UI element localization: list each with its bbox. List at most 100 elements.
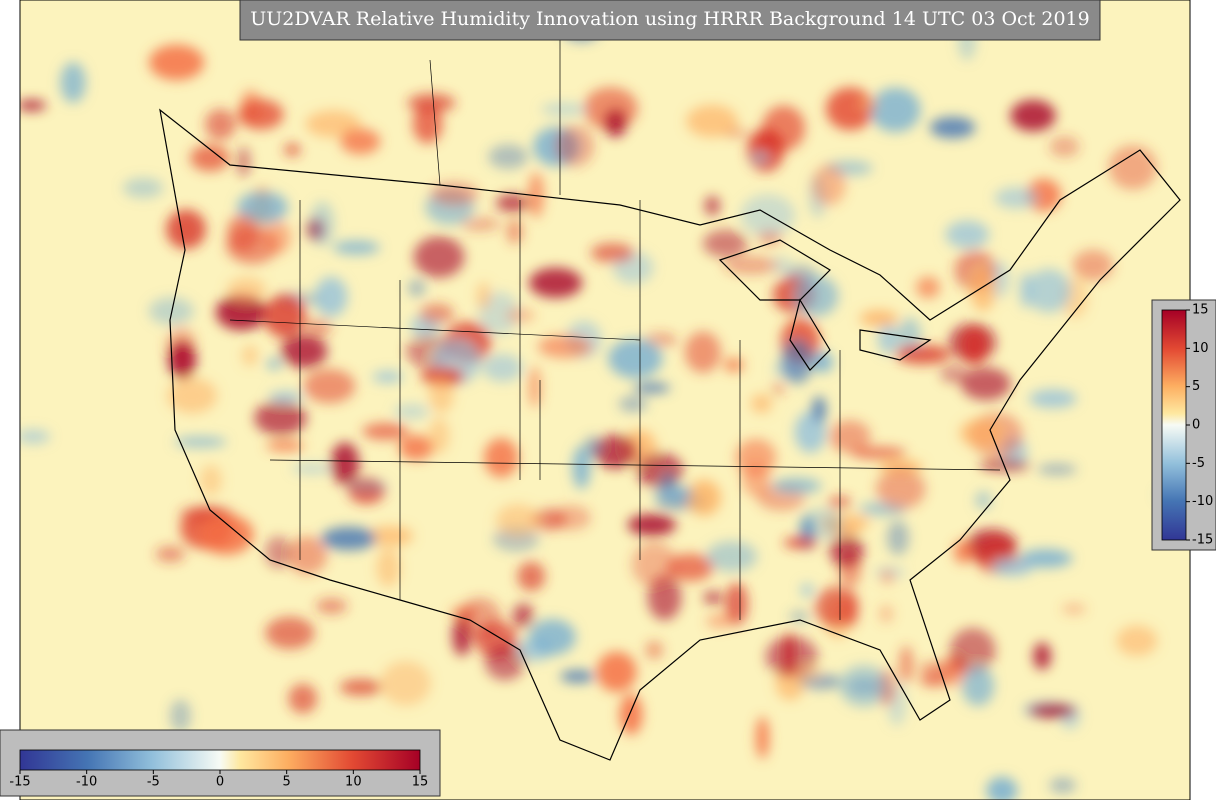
field-blob xyxy=(879,604,894,624)
field-blob xyxy=(495,504,540,537)
field-blob xyxy=(735,438,777,477)
field-blob xyxy=(1028,703,1077,718)
field-blob xyxy=(204,108,236,141)
field-blob xyxy=(792,664,823,683)
great-lakes xyxy=(718,239,932,371)
field-blob xyxy=(572,446,591,490)
field-blob xyxy=(288,683,318,714)
field-blob xyxy=(596,651,637,693)
field-blob xyxy=(781,338,814,384)
field-blob xyxy=(303,368,356,404)
field-blob xyxy=(1108,145,1157,190)
field-blob xyxy=(122,177,164,199)
field-blob xyxy=(173,436,227,448)
field-blob xyxy=(654,486,693,500)
field-blob xyxy=(1049,777,1077,794)
field-blob xyxy=(828,420,871,454)
field-blob xyxy=(398,435,434,461)
field-blob xyxy=(916,276,941,299)
field-blob xyxy=(537,334,593,359)
tick-label: 15 xyxy=(1192,303,1209,318)
field-blob xyxy=(1116,625,1158,657)
field-blob xyxy=(770,256,793,274)
field-blob xyxy=(825,87,875,131)
field-blob xyxy=(287,536,328,575)
field-blob xyxy=(583,436,602,458)
field-blob xyxy=(227,277,267,303)
field-blob xyxy=(190,144,230,172)
field-blob xyxy=(555,125,595,167)
field-blob xyxy=(20,429,51,444)
field-blob xyxy=(794,275,839,317)
field-blob xyxy=(264,535,292,569)
field-blob xyxy=(949,628,996,673)
field-blob xyxy=(1028,389,1077,409)
field-blob xyxy=(242,345,258,366)
field-blob xyxy=(314,276,348,317)
field-blob xyxy=(704,195,721,216)
field-blob xyxy=(413,236,465,278)
field-blob xyxy=(339,679,383,696)
field-blob xyxy=(266,440,305,452)
field-blob xyxy=(604,109,627,138)
field-blob xyxy=(380,661,431,706)
field-blob xyxy=(975,491,992,510)
field-blob xyxy=(752,134,785,149)
field-blob xyxy=(488,144,529,169)
field-blob xyxy=(310,201,335,247)
field-blob xyxy=(412,103,443,144)
field-blob xyxy=(618,396,648,412)
state-borders xyxy=(229,40,1001,620)
tick-label: -5 xyxy=(1192,456,1205,471)
field-blob xyxy=(895,344,951,365)
field-blob xyxy=(419,303,455,324)
field-blob xyxy=(636,452,684,489)
field-blob xyxy=(945,220,990,249)
field-blob xyxy=(970,266,996,312)
field-blob xyxy=(393,404,430,419)
field-blob xyxy=(367,525,414,547)
field-blob xyxy=(851,446,907,460)
field-blob xyxy=(986,776,1018,800)
field-blob xyxy=(166,209,206,250)
field-blob xyxy=(483,438,519,478)
field-blob xyxy=(878,459,924,475)
field-blob xyxy=(484,644,525,681)
field-blob xyxy=(428,374,454,414)
field-blob xyxy=(199,464,222,496)
tick-label: 10 xyxy=(345,775,362,790)
field-blob xyxy=(237,99,284,130)
field-blob xyxy=(812,351,834,373)
colorbar xyxy=(19,749,421,771)
field-blob xyxy=(340,128,381,155)
field-blob xyxy=(800,508,843,540)
us-outline xyxy=(159,108,1181,761)
field-blob xyxy=(859,310,899,327)
field-blob xyxy=(305,318,333,336)
field-blob xyxy=(512,603,534,629)
field-blob xyxy=(725,582,748,626)
field-blob xyxy=(1049,135,1080,158)
field-blob xyxy=(994,187,1040,209)
field-blob xyxy=(198,514,254,555)
field-blob xyxy=(315,598,348,614)
field-blob xyxy=(305,110,361,138)
field-blob xyxy=(541,103,587,116)
field-blob xyxy=(783,537,818,549)
field-blob xyxy=(321,526,377,551)
tick-label: 10 xyxy=(1192,341,1209,356)
field-blob xyxy=(347,480,389,492)
field-blob xyxy=(560,670,595,683)
field-blob xyxy=(169,699,191,733)
colorbar-ticks: -15 -10 -5 0 5 10 15 xyxy=(1186,303,1213,548)
field-blob xyxy=(723,357,745,373)
field-blob xyxy=(266,358,282,370)
field-blob xyxy=(528,366,542,409)
field-blob xyxy=(843,591,859,627)
field-blob xyxy=(148,297,194,325)
field-blob xyxy=(590,242,635,263)
field-blob xyxy=(237,191,288,224)
field-blob xyxy=(877,323,899,355)
